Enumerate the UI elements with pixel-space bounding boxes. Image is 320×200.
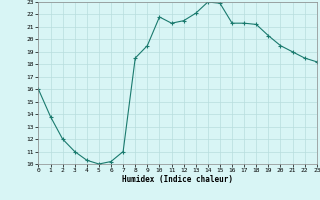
X-axis label: Humidex (Indice chaleur): Humidex (Indice chaleur)	[122, 175, 233, 184]
